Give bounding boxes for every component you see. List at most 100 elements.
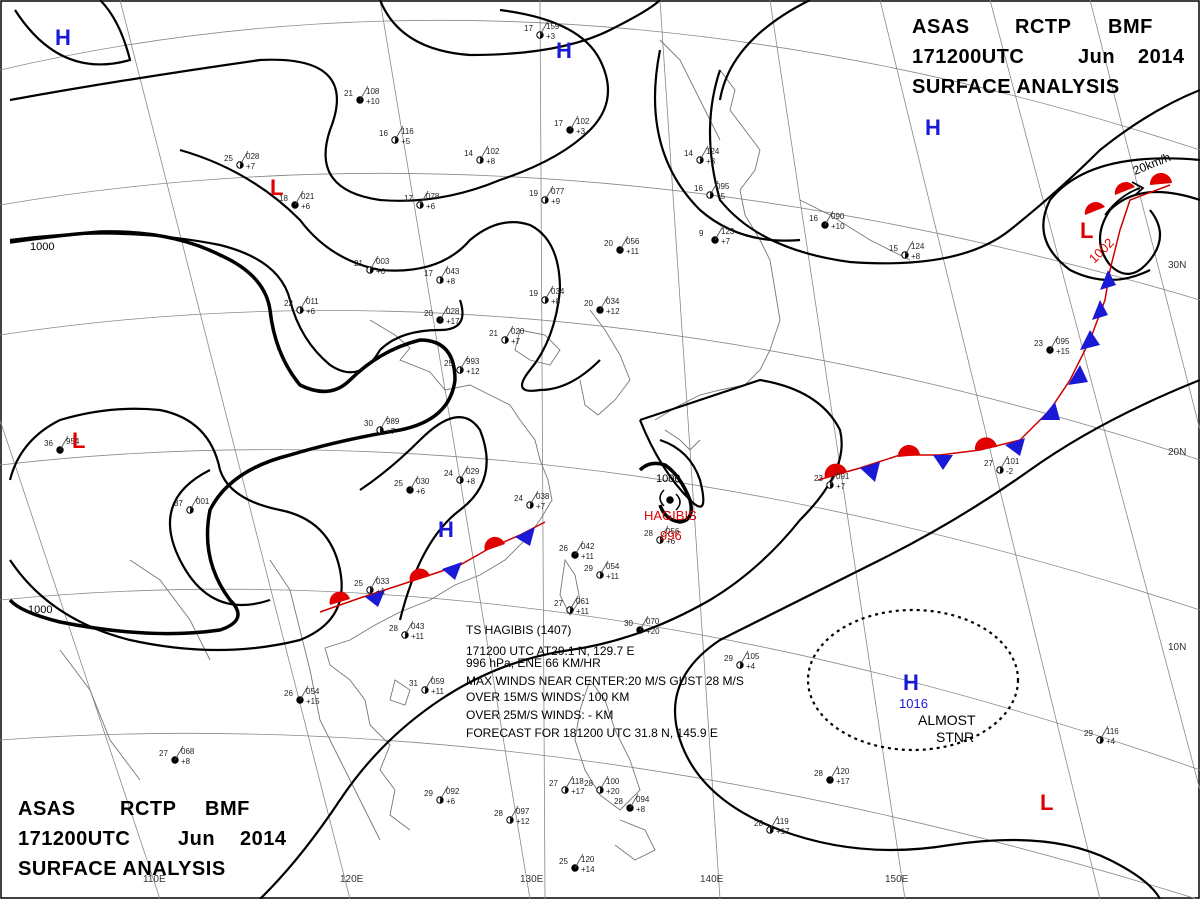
station-temperature: 28 [614,797,623,806]
station-pressure: 001 [196,497,210,506]
latitude-label: 20N [1168,447,1186,458]
station-plot: 25 030+6 [394,475,430,496]
station-pressure: 043 [411,622,425,631]
station-plot: 28 043+11 [389,620,425,641]
station-plot: 26 042+11 [559,540,595,561]
station-plot: 28 094+8 [614,793,650,814]
station-tendency: +17 [571,787,585,796]
station-tendency: +17 [776,827,790,836]
station-temperature: 28 [644,529,653,538]
station-temperature: 9 [699,229,704,238]
station-temperature: 23 [1034,339,1043,348]
station-tendency: +20 [606,787,620,796]
station-temperature: 24 [514,494,523,503]
station-tendency: +3 [576,127,586,136]
station-tendency: +12 [516,817,530,826]
station-tendency: +17 [446,317,460,326]
station-plot: 23 095+15 [1034,335,1070,356]
storm-info-line: 171200 UTC AT29.1 N, 129.7 E [466,644,635,658]
station-pressure: 102 [486,147,500,156]
isobar-label: 1000 [28,604,52,616]
station-temperature: 20 [584,299,593,308]
station-pressure: 043 [446,267,460,276]
station-plot: 20 056+11 [604,235,640,256]
longitude-label: 130E [520,874,544,885]
station-tendency: +10 [366,97,380,106]
station-tendency: +6 [416,487,426,496]
station-temperature: 21 [354,259,363,268]
high-pressure-marker: H [55,25,71,50]
svg-text:ASAS: ASAS [912,16,970,38]
svg-text:Jun: Jun [178,828,215,850]
station-pressure: 159 [546,22,560,31]
station-pressure: 056 [626,237,640,246]
station-tendency: +8 [181,757,191,766]
station-temperature: 21 [489,329,498,338]
station-temperature: 27 [554,599,563,608]
svg-text:171200UTC: 171200UTC [912,46,1024,68]
station-temperature: 27 [159,749,168,758]
station-tendency: +8 [551,297,561,306]
station-tendency: +8 [486,157,496,166]
station-temperature: 14 [684,149,693,158]
station-pressure: 954 [66,437,80,446]
station-pressure: 124 [706,147,720,156]
station-plot: 26 054+15 [284,685,320,706]
station-tendency: +14 [581,865,595,874]
station-plot: 25 120+14 [559,853,595,874]
low-pressure-marker: L [1080,218,1093,243]
station-tendency: +7 [536,502,546,511]
station-pressure: 989 [386,417,400,426]
isobars-1000 [8,230,693,636]
station-plot: 23 091+7 [814,470,850,491]
station-pressure: 105 [746,652,760,661]
station-tendency: +5 [401,137,411,146]
stationary-front-east [817,172,1172,482]
station-pressure: 124 [911,242,925,251]
station-plot: 29 105+4 [724,650,760,671]
station-tendency: +8 [911,252,921,261]
longitude-label: 110E [143,874,166,885]
station-plot: 27 101-2 [984,455,1020,476]
station-pressure: 116 [401,127,414,136]
station-temperature: 28 [814,769,823,778]
storm-info-line: FORECAST FOR 181200 UTC 31.8 N, 145.9 E [466,726,718,740]
station-pressure: 034 [606,297,620,306]
station-tendency: +8 [446,277,456,286]
high-pressure-value: 1016 [899,696,928,711]
station-temperature: 30 [364,419,373,428]
station-plot: 30 989+7 [364,415,400,436]
station-tendency: +11 [581,552,595,561]
station-pressure: 097 [516,807,530,816]
isobar-label: 1000 [656,473,680,485]
station-temperature: 28 [584,779,593,788]
stationary-label: ALMOST [918,712,976,728]
station-temperature: 24 [444,469,453,478]
station-plot: 9 123+7 [699,225,735,246]
svg-text:SURFACE ANALYSIS: SURFACE ANALYSIS [18,858,226,880]
storm-pressure: 996 [660,528,682,543]
station-plot: 20 034+12 [584,295,620,316]
station-temperature: 19 [529,189,538,198]
station-tendency: +11 [576,607,590,616]
station-tendency: +4 [1106,737,1116,746]
station-tendency: +7 [386,427,396,436]
station-tendency: +11 [606,572,620,581]
station-plot: 27 061+11 [554,595,590,616]
station-plot: 29 054+11 [584,560,620,581]
station-pressure: 119 [776,817,789,826]
station-pressure: 054 [306,687,320,696]
storm-info-block: TS HAGIBIS (1407) 171200 UTC AT29.1 N, 1… [466,623,744,740]
station-temperature: 28 [494,809,503,818]
station-pressure: 028 [446,307,460,316]
station-temperature: 29 [424,789,433,798]
station-temperature: 25 [394,479,403,488]
station-plot: 28 119+17 [754,815,790,836]
station-tendency: +12 [606,307,620,316]
high-pressure-marker: H [903,670,919,695]
station-tendency: +1 [376,587,386,596]
station-pressure: 068 [181,747,195,756]
station-pressure: 091 [836,472,850,481]
station-temperature: 28 [389,624,398,633]
